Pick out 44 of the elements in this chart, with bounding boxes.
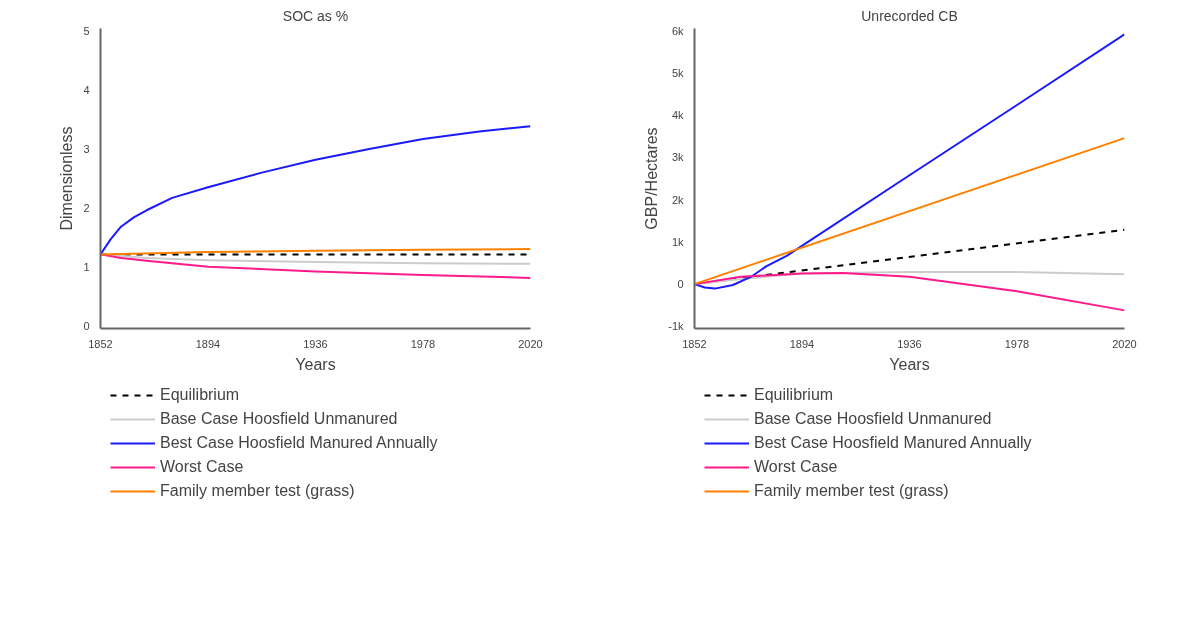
x-tick-label: 1852: [88, 337, 113, 350]
x-tick-label: 2020: [1112, 337, 1137, 350]
x-tick-label: 1894: [789, 337, 815, 350]
y-tick-label: 5k: [671, 66, 684, 79]
y-axis-title: GBP/Hectares: [643, 127, 661, 230]
y-tick-label: 1: [83, 260, 90, 273]
y-tick-label: 2k: [671, 193, 684, 206]
legend-label: Best Case Hoosfield Manured Annually: [754, 434, 1032, 452]
y-tick-label: 3k: [671, 151, 684, 164]
legend-label: Worst Case: [160, 458, 244, 476]
line-series: [100, 125, 531, 256]
y-tick-label: 1k: [671, 235, 684, 248]
y-tick-label: 2: [83, 201, 90, 214]
y-axis-title: Dimensionless: [58, 126, 76, 231]
legend-label: Equilibrium: [754, 386, 834, 404]
line-series: [694, 33, 1125, 290]
y-tick-label: 0: [83, 319, 90, 332]
legend-label: Family member test (grass): [160, 482, 355, 500]
legend-label: Base Case Hoosfield Unmanured: [160, 410, 398, 428]
x-axis-title: Years: [889, 355, 930, 373]
chart-title: SOC as %: [282, 7, 349, 24]
x-tick-label: 1852: [682, 337, 707, 350]
x-tick-label: 1894: [195, 337, 221, 350]
legend-label: Worst Case: [754, 458, 838, 476]
x-tick-label: 1936: [897, 337, 922, 350]
legend-label: Equilibrium: [160, 386, 240, 404]
x-tick-label: 1978: [410, 337, 436, 350]
x-axis-title: Years: [295, 355, 336, 373]
x-tick-label: 1936: [303, 337, 328, 350]
y-tick-label: 4k: [671, 109, 684, 122]
legend-label: Best Case Hoosfield Manured Annually: [160, 434, 438, 452]
y-tick-label: 3: [83, 143, 90, 156]
x-tick-label: 1978: [1004, 337, 1030, 350]
y-tick-label: -1k: [668, 320, 684, 333]
y-tick-label: 6k: [671, 24, 684, 37]
chart-title: Unrecorded CB: [861, 7, 958, 24]
y-tick-label: 0: [677, 278, 684, 291]
line-series: [100, 253, 531, 279]
y-tick-label: 4: [83, 84, 90, 97]
x-tick-label: 2020: [518, 337, 543, 350]
line-series: [694, 271, 1125, 312]
legend-label: Base Case Hoosfield Unmanured: [754, 410, 992, 428]
y-tick-label: 5: [83, 25, 90, 38]
legend-label: Family member test (grass): [754, 482, 949, 500]
